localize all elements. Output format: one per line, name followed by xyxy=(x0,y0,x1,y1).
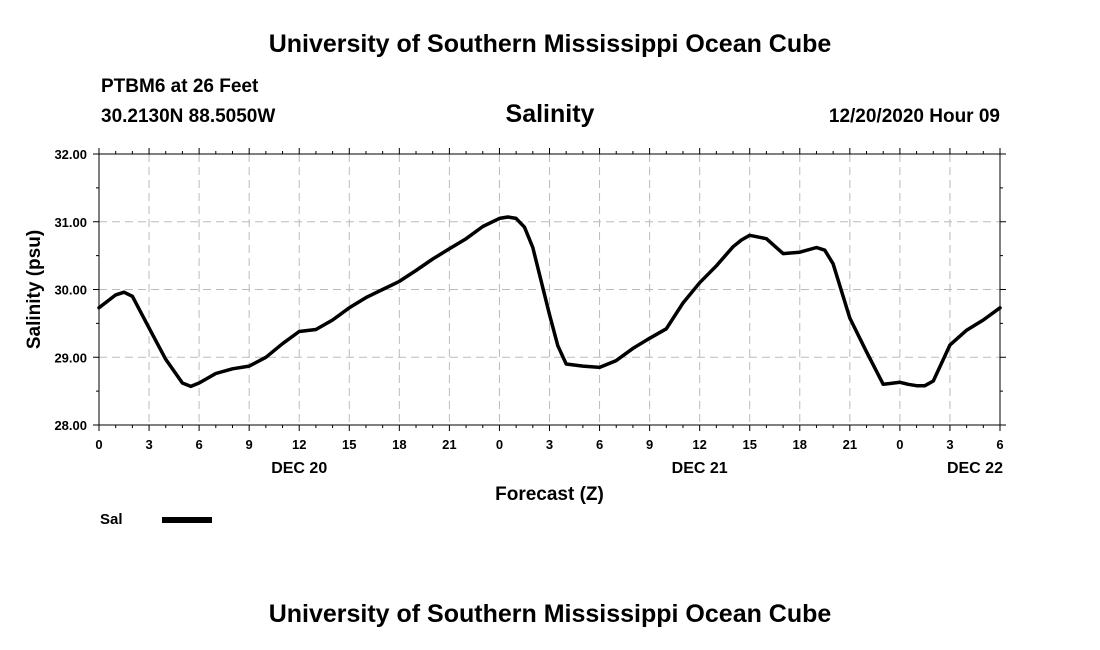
y-tick-label: 29.00 xyxy=(54,350,87,365)
y-tick-label: 31.00 xyxy=(54,215,87,230)
x-tick-label: 3 xyxy=(946,437,953,452)
x-tick-label: 6 xyxy=(996,437,1003,452)
footer-title: University of Southern Mississippi Ocean… xyxy=(268,600,832,628)
coordinates-label: 30.2130N 88.5050W xyxy=(101,106,276,127)
chart-title: Salinity xyxy=(505,100,595,128)
x-tick-label: 18 xyxy=(392,437,406,452)
series-layer xyxy=(97,215,1002,389)
x-tick-label: 21 xyxy=(843,437,857,452)
x-tick-label: 21 xyxy=(442,437,456,452)
date-label: DEC 20 xyxy=(271,460,327,477)
x-tick-label: 12 xyxy=(292,437,306,452)
x-tick-label: 0 xyxy=(496,437,503,452)
y-tick-label: 28.00 xyxy=(54,418,87,433)
x-tick-label: 12 xyxy=(692,437,706,452)
date-label: DEC 22 xyxy=(947,460,1003,477)
x-tick-label: 15 xyxy=(742,437,756,452)
y-axis-label: Salinity (psu) xyxy=(24,230,45,349)
legend: Sal xyxy=(100,511,212,528)
station-label: PTBM6 at 26 Feet xyxy=(101,76,259,97)
x-tick-label: 6 xyxy=(596,437,603,452)
series-line-sal xyxy=(97,215,1002,389)
grid-layer xyxy=(99,154,1000,425)
x-tick-label: 15 xyxy=(342,437,356,452)
x-tick-label: 9 xyxy=(246,437,253,452)
y-tick-label: 32.00 xyxy=(54,147,87,162)
x-tick-label: 3 xyxy=(145,437,152,452)
x-tick-label: 9 xyxy=(646,437,653,452)
legend-label: Sal xyxy=(100,511,123,528)
label-layer: 28.00 29.00 30.00 31.00 32.00 0 3 6 9 12 15 18 21 0 3 6… xyxy=(54,147,1003,477)
x-tick-label: 18 xyxy=(793,437,807,452)
x-tick-label: 3 xyxy=(546,437,553,452)
x-tick-label: 0 xyxy=(95,437,102,452)
plot-frame xyxy=(98,153,1001,426)
timestamp-label: 12/20/2020 Hour 09 xyxy=(828,106,1000,127)
x-tick-label: 6 xyxy=(195,437,202,452)
x-axis-label: Forecast (Z) xyxy=(495,484,604,505)
main-title: University of Southern Mississippi Ocean… xyxy=(268,30,832,58)
x-tick-label: 0 xyxy=(896,437,903,452)
date-label: DEC 21 xyxy=(672,460,728,477)
y-tick-label: 30.00 xyxy=(54,283,87,298)
